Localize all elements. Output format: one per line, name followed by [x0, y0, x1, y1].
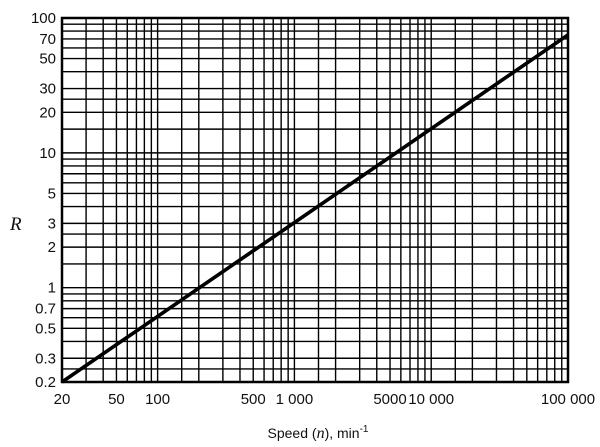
x-tick-label: 100 000 — [541, 391, 595, 408]
plot-frame — [60, 16, 570, 384]
y-tick-label: 1 — [48, 280, 56, 297]
x-tick-label: 50 — [108, 391, 125, 408]
y-tick-label: 5 — [48, 185, 56, 202]
x-axis-title: Speed (n), min-1 — [268, 424, 369, 442]
x-tick-label: 20 — [54, 391, 71, 408]
y-tick-label: 3 — [48, 215, 56, 232]
y-axis-title: R — [9, 214, 22, 235]
x-axis-title-prefix: Speed ( — [268, 425, 317, 441]
y-tick-label: 30 — [39, 81, 56, 98]
x-tick-labels: 20 50 100 500 1 000 5000 10 000 100 000 — [54, 391, 595, 408]
x-tick-label: 100 — [145, 391, 170, 408]
x-axis-title-variable: n — [317, 425, 325, 442]
y-tick-label: 0.5 — [35, 320, 56, 337]
series-line — [60, 33, 570, 384]
y-tick-label: 10 — [39, 145, 56, 162]
x-axis-title-exponent: -1 — [360, 424, 369, 435]
x-tick-label: 500 — [241, 391, 266, 408]
y-tick-label: 0.7 — [35, 301, 56, 318]
y-tick-label: 0.2 — [35, 374, 56, 391]
x-tick-label: 1 000 — [276, 391, 314, 408]
x-tick-label: 10 000 — [408, 391, 454, 408]
x-tick-label: 5000 — [373, 391, 406, 408]
y-tick-label: 100 — [31, 10, 56, 27]
y-tick-label: 0.3 — [35, 350, 56, 367]
grid-lines — [61, 17, 569, 383]
y-tick-labels: 0.2 0.3 0.5 0.7 1 2 3 5 10 20 30 50 70 100 — [31, 10, 56, 391]
y-tick-label: 50 — [39, 51, 56, 68]
y-tick-label: 70 — [39, 31, 56, 48]
series-group — [60, 33, 570, 384]
y-tick-label: 20 — [39, 104, 56, 121]
x-axis-title-suffix: ), min — [325, 425, 360, 441]
y-tick-label: 2 — [48, 239, 56, 256]
